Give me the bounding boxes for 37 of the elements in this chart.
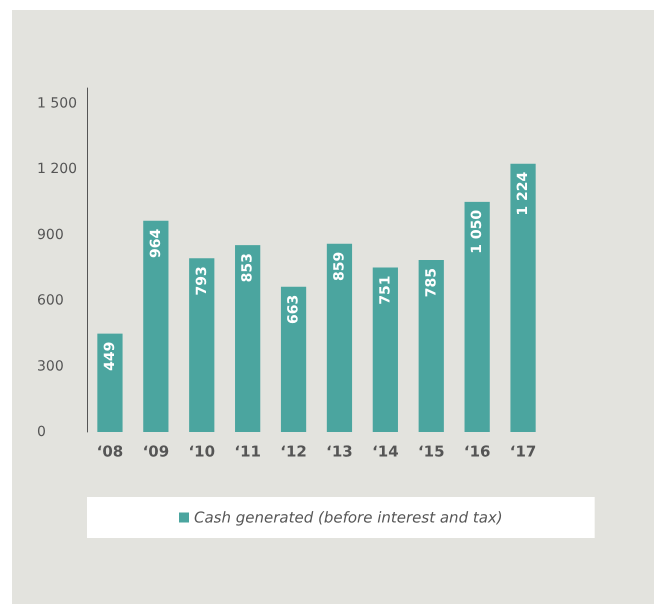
x-tick-label: ‘10 bbox=[188, 442, 216, 460]
bar bbox=[189, 258, 214, 432]
x-tick-label: ‘17 bbox=[510, 442, 536, 460]
data-label: 785 bbox=[423, 268, 440, 298]
data-label: 859 bbox=[331, 252, 348, 282]
bar bbox=[510, 164, 536, 432]
data-label: 751 bbox=[377, 275, 394, 305]
x-tick-label: ‘16 bbox=[464, 442, 490, 460]
data-label: 1 224 bbox=[515, 172, 532, 216]
data-label: 853 bbox=[240, 253, 256, 282]
bar bbox=[418, 260, 444, 432]
bar bbox=[235, 245, 260, 432]
y-tick-label: 300 bbox=[37, 358, 64, 374]
bar bbox=[326, 244, 352, 432]
legend-label: Cash generated (before interest and tax) bbox=[194, 508, 503, 526]
x-tick-label: ‘08 bbox=[96, 442, 124, 460]
y-tick-label: 1 500 bbox=[37, 95, 78, 112]
x-tick-label: ‘14 bbox=[372, 442, 399, 460]
data-label: 449 bbox=[102, 342, 118, 371]
y-tick-label: 0 bbox=[37, 424, 46, 440]
bar bbox=[464, 202, 490, 432]
y-tick-label: 900 bbox=[37, 226, 64, 243]
data-label: 964 bbox=[148, 228, 164, 258]
x-tick-label: ‘11 bbox=[234, 442, 261, 460]
y-tick-label: 1 200 bbox=[37, 161, 78, 178]
data-label: 663 bbox=[286, 294, 302, 324]
bar bbox=[280, 286, 306, 432]
data-label: 1 050 bbox=[469, 210, 486, 254]
x-tick-label: ‘09 bbox=[142, 442, 170, 460]
bar bbox=[97, 334, 123, 432]
bar bbox=[372, 267, 398, 432]
x-tick-label: ‘15 bbox=[418, 442, 445, 460]
bar bbox=[143, 220, 168, 432]
x-tick-label: ‘13 bbox=[326, 442, 353, 460]
data-label: 793 bbox=[194, 266, 210, 296]
y-tick-label: 600 bbox=[37, 292, 64, 309]
x-tick-label: ‘12 bbox=[280, 442, 307, 460]
